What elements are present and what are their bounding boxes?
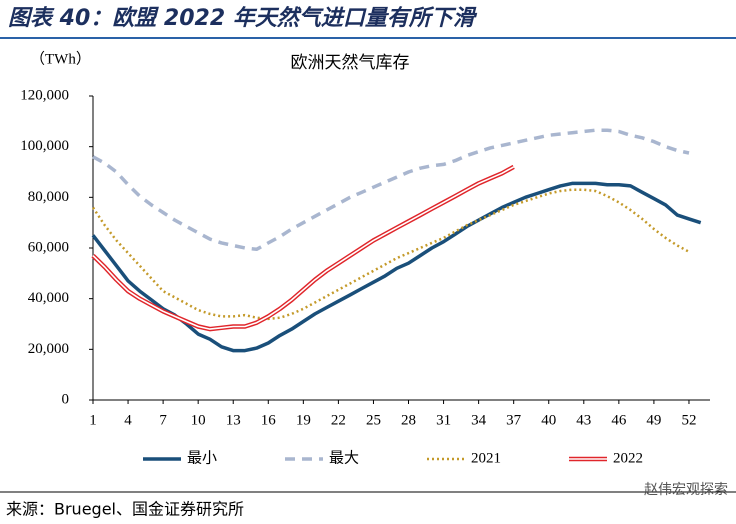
series-line-inner xyxy=(92,166,515,330)
series-line xyxy=(91,188,690,321)
legend-label: 2021 xyxy=(471,450,501,466)
chart-title: 欧洲天然气库存 xyxy=(291,53,410,73)
legend-label: 最小 xyxy=(187,449,217,466)
x-tick-label: 46 xyxy=(611,412,627,428)
x-tick-label: 43 xyxy=(576,412,591,428)
legend-label: 2022 xyxy=(613,450,643,466)
watermark: 赵伟宏观探索 xyxy=(644,481,728,498)
y-tick-label: 60,000 xyxy=(28,239,69,255)
y-tick-label: 40,000 xyxy=(28,290,69,306)
y-tick-label: 80,000 xyxy=(28,189,69,205)
x-tick-label: 28 xyxy=(401,412,416,428)
x-tick-label: 25 xyxy=(366,412,381,428)
x-tick-label: 37 xyxy=(506,412,522,428)
source: 来源：Bruegel、国金证券研究所 xyxy=(6,500,244,519)
x-tick-label: 16 xyxy=(261,412,277,428)
legend-label: 最大 xyxy=(329,449,359,466)
x-tick-label: 52 xyxy=(681,412,696,428)
x-tick-label: 1 xyxy=(89,412,97,428)
x-tick-label: 13 xyxy=(226,412,241,428)
x-tick-label: 49 xyxy=(646,412,661,428)
series-line xyxy=(92,128,690,252)
x-tick-label: 31 xyxy=(436,412,451,428)
x-tick-label: 4 xyxy=(124,412,132,428)
y-tick-label: 0 xyxy=(62,391,70,407)
figure-title: 图表 40：欧盟 2022 年天然气进口量有所下滑 xyxy=(8,5,478,31)
x-tick-label: 7 xyxy=(159,412,167,428)
y-tick-label: 20,000 xyxy=(28,341,69,357)
x-tick-label: 19 xyxy=(296,412,311,428)
y-tick-label: 120,000 xyxy=(20,87,69,103)
series-line xyxy=(91,181,702,353)
y-tick-label: 100,000 xyxy=(20,138,69,154)
x-tick-label: 34 xyxy=(471,412,487,428)
x-tick-label: 10 xyxy=(191,412,206,428)
y-axis-label: （TWh） xyxy=(30,50,91,67)
x-tick-label: 22 xyxy=(331,412,346,428)
x-tick-label: 40 xyxy=(541,412,556,428)
